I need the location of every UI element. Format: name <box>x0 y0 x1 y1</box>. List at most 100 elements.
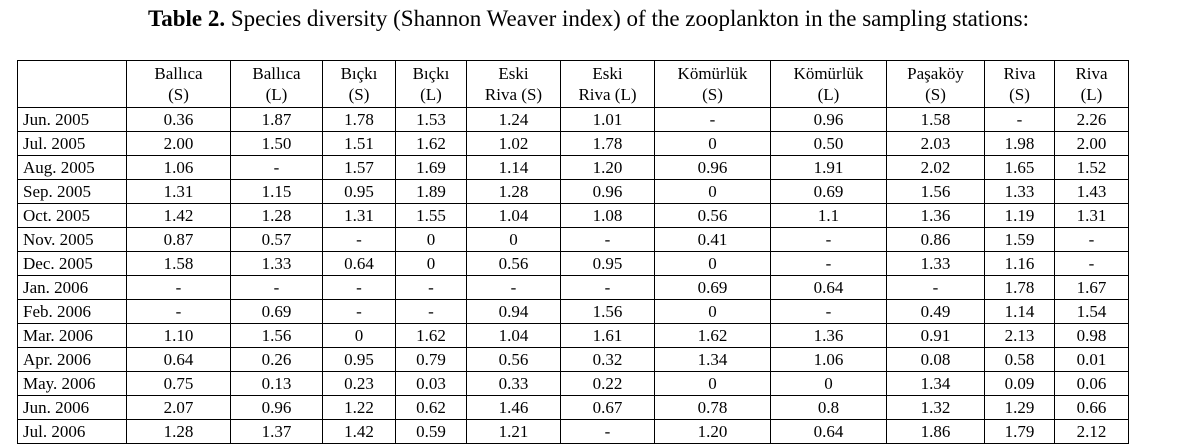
table-row: Nov. 2005 0.87 0.57-0 0-0.41-0.86 1.59- <box>17 227 1129 252</box>
column-header: Kömürlük (S) <box>654 60 771 108</box>
value-cell: 1.43 <box>1054 179 1129 204</box>
value-cell: 1.42 <box>322 419 396 444</box>
value-cell: 1.33 <box>230 251 323 276</box>
value-cell: 0.95 <box>560 251 655 276</box>
month-cell: Jan. 2006 <box>17 275 127 300</box>
value-cell: 0.64 <box>322 251 396 276</box>
month-cell: May. 2006 <box>17 371 127 396</box>
table-row: Jul. 2005 2.00 1.50 1.51 1.62 1.02 1.78 0 0.50 2.… <box>17 131 1129 156</box>
table-title: Species diversity (Shannon Weaver index)… <box>225 6 1029 31</box>
value-cell: 0.26 <box>230 347 323 372</box>
value-cell: 1.57 <box>322 155 396 180</box>
value-cell: 2.12 <box>1054 419 1129 444</box>
column-header-station: Riva <box>1003 64 1036 83</box>
value-cell: 0 <box>770 371 887 396</box>
value-cell: 2.02 <box>886 155 985 180</box>
table-row: Jun. 2006 2.07 0.96 1.22 0.62 1.46 0.67 0.78 0.8… <box>17 395 1129 420</box>
value-cell: 0.64 <box>770 275 887 300</box>
value-cell: 0.94 <box>466 299 561 324</box>
value-cell: 1.02 <box>466 131 561 156</box>
value-cell: 1.34 <box>654 347 771 372</box>
value-cell: 1.86 <box>886 419 985 444</box>
value-cell: 1.54 <box>1054 299 1129 324</box>
value-cell: 1.89 <box>395 179 467 204</box>
value-cell: 1.78 <box>984 275 1055 300</box>
value-cell: - <box>322 227 396 252</box>
value-cell: 1.31 <box>126 179 231 204</box>
value-cell: 0 <box>654 299 771 324</box>
value-cell: 1.55 <box>395 203 467 228</box>
value-cell: 1.62 <box>395 131 467 156</box>
value-cell: - <box>560 227 655 252</box>
table-row: Feb. 2006-0.69- -0.94 1.56 0-0.49 1.14 1.54 <box>17 299 1129 324</box>
value-cell: - <box>886 275 985 300</box>
diversity-table: Ballıca (S) Ballıca (L) Bıçkı (S) Bıçkı (L) Eski… <box>17 60 1129 444</box>
column-header-depth: (S) <box>702 85 723 104</box>
value-cell: 0.66 <box>1054 395 1129 420</box>
value-cell: 1.16 <box>984 251 1055 276</box>
column-header-depth: (L) <box>1080 85 1103 104</box>
table-row: Jul. 2006 1.28 1.37 1.42 0.59 1.21-1.20 0.64 1.… <box>17 419 1129 444</box>
value-cell: 1.21 <box>466 419 561 444</box>
column-header-depth: (S) <box>1009 85 1030 104</box>
value-cell: 0.62 <box>395 395 467 420</box>
value-cell: 0 <box>322 323 396 348</box>
value-cell: 1.19 <box>984 203 1055 228</box>
value-cell: 0.41 <box>654 227 771 252</box>
value-cell: 0.57 <box>230 227 323 252</box>
value-cell: 0.64 <box>770 419 887 444</box>
column-header-station: Bıçkı <box>412 64 450 83</box>
table-row: Sep. 2005 1.31 1.15 0.95 1.89 1.28 0.96 0 0.69 1.… <box>17 179 1129 204</box>
value-cell: 0.56 <box>466 251 561 276</box>
column-header-station: Kömürlük <box>677 64 748 83</box>
value-cell: 0 <box>395 227 467 252</box>
value-cell: 1.58 <box>126 251 231 276</box>
column-header: Bıçkı (S) <box>322 60 396 108</box>
month-cell: Oct. 2005 <box>17 203 127 228</box>
value-cell: - <box>230 155 323 180</box>
value-cell: - <box>322 275 396 300</box>
value-cell: 0.78 <box>654 395 771 420</box>
value-cell: 0 <box>654 131 771 156</box>
value-cell: - <box>230 275 323 300</box>
value-cell: 1.29 <box>984 395 1055 420</box>
value-cell: - <box>560 419 655 444</box>
column-header: Ballıca (L) <box>230 60 323 108</box>
value-cell: 1.59 <box>984 227 1055 252</box>
value-cell: 1.87 <box>230 107 323 132</box>
value-cell: 1.56 <box>230 323 323 348</box>
value-cell: 0.67 <box>560 395 655 420</box>
column-header: Eski Riva (L) <box>560 60 655 108</box>
value-cell: 2.13 <box>984 323 1055 348</box>
value-cell: 0 <box>654 371 771 396</box>
table-row: Apr. 2006 0.64 0.26 0.95 0.79 0.56 0.32 1.34 1.0… <box>17 347 1129 372</box>
value-cell: - <box>560 275 655 300</box>
value-cell: 0.08 <box>886 347 985 372</box>
column-header: Ballıca (S) <box>126 60 231 108</box>
value-cell: - <box>395 299 467 324</box>
column-header: Riva (S) <box>984 60 1055 108</box>
value-cell: 0.69 <box>770 179 887 204</box>
header-row: Ballıca (S) Ballıca (L) Bıçkı (S) Bıçkı (L) Eski… <box>17 60 1129 108</box>
value-cell: 0.49 <box>886 299 985 324</box>
value-cell: 0.01 <box>1054 347 1129 372</box>
value-cell: 0.95 <box>322 347 396 372</box>
month-cell: Jun. 2006 <box>17 395 127 420</box>
month-cell: Aug. 2005 <box>17 155 127 180</box>
value-cell: 0.96 <box>560 179 655 204</box>
value-cell: 1.98 <box>984 131 1055 156</box>
value-cell: 1.31 <box>322 203 396 228</box>
column-header-depth: Riva (S) <box>484 85 543 104</box>
value-cell: 2.00 <box>1054 131 1129 156</box>
column-header-station: Bıçkı <box>340 64 378 83</box>
month-cell: Jun. 2005 <box>17 107 127 132</box>
value-cell: 0.98 <box>1054 323 1129 348</box>
column-header-station: Eski <box>498 64 529 83</box>
value-cell: 1.51 <box>322 131 396 156</box>
value-cell: 1.20 <box>560 155 655 180</box>
table-row: Mar. 2006 1.10 1.56 0 1.62 1.04 1.61 1.62 1.36 0.… <box>17 323 1129 348</box>
value-cell: - <box>654 107 771 132</box>
value-cell: 0.95 <box>322 179 396 204</box>
value-cell: 1.79 <box>984 419 1055 444</box>
value-cell: 0.64 <box>126 347 231 372</box>
